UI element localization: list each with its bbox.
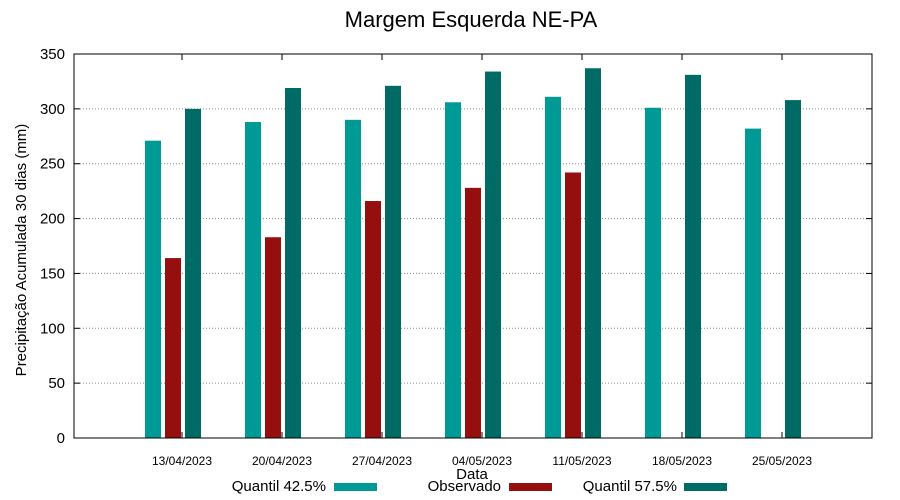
x-tick-label: 20/04/2023 — [252, 454, 312, 468]
bar-observado-4 — [565, 172, 581, 438]
x-tick-label: 25/05/2023 — [752, 454, 812, 468]
chart-title: Margem Esquerda NE-PA — [345, 7, 598, 32]
x-tick-label: 18/05/2023 — [652, 454, 712, 468]
x-axis-ticks: 13/04/2023 20/04/2023 27/04/2023 04/05/2023… — [152, 54, 812, 468]
bar-observado-2 — [365, 201, 381, 438]
bars — [145, 68, 801, 439]
bar-quantil-57-5--0 — [185, 108, 201, 438]
y-tick-label: 0 — [57, 430, 65, 447]
legend: Quantil 42.5% Observado Quantil 57.5% — [232, 478, 727, 495]
y-tick-label: 50 — [48, 375, 65, 392]
plot-frame — [73, 53, 873, 439]
x-tick-label: 27/04/2023 — [352, 454, 412, 468]
bar-quantil-57-5--3 — [485, 71, 501, 438]
bar-quantil-57-5--2 — [385, 85, 401, 439]
legend-label: Quantil 42.5% — [232, 478, 326, 495]
x-axis-label: Data — [456, 466, 488, 483]
bar-quantil-57-5--1 — [285, 88, 301, 439]
y-axis-ticks: 0 50 100 150 200 250 300 350 — [40, 46, 872, 447]
legend-swatch — [334, 483, 377, 491]
bar-observado-1 — [265, 237, 281, 438]
legend-label: Quantil 57.5% — [583, 478, 677, 495]
bar-quantil-42-5--4 — [545, 96, 561, 438]
bar-observado-0 — [165, 258, 181, 438]
bar-quantil-57-5--4 — [585, 68, 601, 439]
y-tick-label: 200 — [40, 211, 65, 228]
bar-quantil-42-5--0 — [145, 140, 161, 438]
bar-quantil-42-5--6 — [745, 128, 761, 438]
bar-quantil-42-5--1 — [245, 122, 261, 438]
bar-quantil-42-5--5 — [645, 107, 661, 438]
legend-swatch — [684, 483, 727, 491]
y-tick-label: 300 — [40, 101, 65, 118]
bar-quantil-42-5--3 — [445, 102, 461, 438]
y-tick-label: 150 — [40, 265, 65, 282]
y-axis-label: Precipitação Acumulada 30 dias (mm) — [13, 124, 30, 377]
bar-quantil-57-5--6 — [785, 100, 801, 438]
legend-label: Observado — [428, 478, 501, 495]
x-tick-label: 04/05/2023 — [452, 454, 512, 468]
y-tick-label: 100 — [40, 320, 65, 337]
legend-swatch — [509, 483, 552, 491]
x-tick-label: 13/04/2023 — [152, 454, 212, 468]
bar-quantil-57-5--5 — [685, 74, 701, 439]
y-tick-label: 350 — [40, 46, 65, 63]
y-tick-label: 250 — [40, 156, 65, 173]
bar-quantil-42-5--2 — [345, 119, 361, 438]
bar-observado-3 — [465, 187, 481, 438]
x-tick-label: 11/05/2023 — [552, 454, 611, 468]
